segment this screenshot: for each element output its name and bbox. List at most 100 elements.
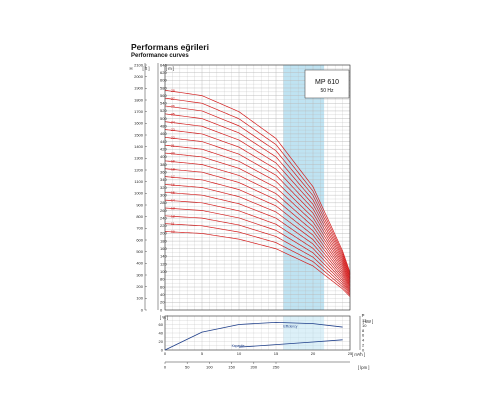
- plot-frame: [164, 64, 351, 311]
- flow-m3h-tick-label: 5: [201, 351, 204, 356]
- ft-tick-label: 0: [141, 307, 144, 312]
- efficiency-curve: [164, 321, 343, 351]
- stage-labels: 28 27 26 25 24 23 22 21 20 19 18 17 16 15 14 13 12 11 10: [171, 89, 175, 234]
- m-tick-label: 160: [160, 246, 167, 251]
- chart-subtitle: Performance curves: [131, 53, 189, 59]
- stage-label: 27: [171, 97, 175, 101]
- ft-tick-label: 2100: [134, 62, 144, 67]
- flow-m3h-tick-label: 25: [348, 351, 353, 356]
- frequency-label: 50 Hz: [320, 88, 334, 94]
- m-tick-label: 460: [160, 131, 167, 136]
- stage-label: 26: [171, 105, 175, 109]
- power-tick-label: 8: [362, 328, 365, 333]
- m-tick-label: 540: [160, 101, 167, 106]
- m-tick-label: 400: [160, 154, 167, 159]
- flow-lpm-tick-label: 0: [164, 365, 167, 370]
- ft-tick-label: 1700: [134, 109, 144, 114]
- m-tick-label: 600: [160, 78, 167, 83]
- efficiency-tick-label: 60: [159, 322, 164, 327]
- m-tick-label: 20: [160, 300, 165, 305]
- stage-label: 22: [171, 136, 175, 140]
- low-optimum-band: [283, 316, 325, 350]
- power-tick-label: 4: [362, 338, 365, 343]
- m-tick-label: 480: [160, 124, 167, 129]
- efficiency-series-label: Efficiency: [283, 325, 297, 329]
- head-curve-12-stages: [164, 215, 351, 295]
- flow-lpm-tick-label: 250: [273, 365, 280, 370]
- ft-tick-label: 1900: [134, 86, 144, 91]
- head-curve-26-stages: [164, 105, 351, 276]
- chart-grid: [164, 64, 351, 311]
- head-curve-10-stages: [164, 231, 351, 297]
- y-axis-ft-unit: [ ft ]: [143, 66, 150, 71]
- y-axis-m-unit: [ m ]: [166, 66, 174, 71]
- power-tick-label: 0: [362, 347, 365, 352]
- m-tick-label: 40: [160, 292, 165, 297]
- chart-axes: 0100200300400500600700800900100011001200…: [134, 62, 351, 312]
- ft-tick-label: 1000: [134, 191, 144, 196]
- ft-tick-label: 1400: [134, 144, 144, 149]
- ft-tick-label: 1500: [134, 132, 144, 137]
- m-tick-label: 0: [160, 307, 163, 312]
- flow-lpm-tick-label: 200: [250, 365, 257, 370]
- flow-m3h-unit: [ m³/h ]: [352, 352, 365, 357]
- m-tick-label: 360: [160, 169, 167, 174]
- y-axis-symbol: H: [129, 66, 132, 71]
- m-tick-label: 580: [160, 85, 167, 90]
- ft-tick-label: 2000: [134, 74, 144, 79]
- efficiency-tick-label: 20: [159, 339, 164, 344]
- model-box: [304, 69, 350, 99]
- ft-tick-label: 600: [136, 237, 143, 242]
- ft-tick-label: 1800: [134, 97, 144, 102]
- flow-m3h-tick-label: 15: [274, 351, 279, 356]
- ft-tick-label: 500: [136, 249, 143, 254]
- stage-label: 12: [171, 214, 175, 218]
- efficiency-axis-unit: [ % ]: [160, 315, 168, 320]
- m-tick-label: 640: [160, 62, 167, 67]
- head-curve-18-stages: [164, 168, 351, 287]
- ft-tick-label: 100: [136, 296, 143, 301]
- m-tick-label: 100: [160, 269, 167, 274]
- m-tick-label: 340: [160, 177, 167, 182]
- head-curve-17-stages: [164, 176, 351, 288]
- head-curve-16-stages: [164, 184, 351, 289]
- stage-label: 24: [171, 120, 175, 124]
- stage-label: 28: [171, 89, 175, 93]
- chart-title: Performans eğrileri: [131, 42, 209, 52]
- m-tick-label: 80: [160, 277, 165, 282]
- ft-tick-label: 1300: [134, 156, 144, 161]
- stage-label: 19: [171, 159, 175, 163]
- ft-tick-label: 200: [136, 284, 143, 289]
- stage-label: 10: [171, 230, 175, 234]
- head-curve-25-stages: [164, 113, 351, 277]
- ft-tick-label: 1200: [134, 167, 144, 172]
- stage-label: 18: [171, 167, 175, 171]
- power-axis-unit: [ kW ]: [363, 319, 374, 324]
- m-tick-label: 60: [160, 284, 165, 289]
- stage-label: 11: [171, 222, 175, 226]
- m-tick-label: 220: [160, 223, 167, 228]
- m-tick-label: 200: [160, 231, 167, 236]
- power-tick-label: 2: [362, 342, 365, 347]
- stage-label: 13: [171, 206, 175, 210]
- ft-tick-label: 1100: [134, 179, 143, 184]
- ft-tick-label: 800: [136, 214, 143, 219]
- head-curve-19-stages: [164, 160, 351, 285]
- head-curve-27-stages: [164, 97, 351, 274]
- head-curve-23-stages: [164, 129, 351, 280]
- stage-label: 25: [171, 112, 175, 116]
- head-curve-20-stages: [164, 152, 351, 284]
- flow-lpm-tick-label: 50: [185, 365, 190, 370]
- m-tick-label: 620: [160, 70, 167, 75]
- stage-label: 16: [171, 183, 175, 187]
- m-tick-label: 500: [160, 116, 167, 121]
- flow-lpm-tick-label: 100: [206, 365, 213, 370]
- m-tick-label: 380: [160, 162, 167, 167]
- stage-label: 14: [171, 199, 175, 203]
- flow-lpm-tick-label: 150: [228, 365, 235, 370]
- efficiency-tick-label: 0: [161, 347, 164, 352]
- flow-m3h-tick-label: 20: [311, 351, 316, 356]
- kapasite-series-label: Kapasite: [232, 344, 245, 348]
